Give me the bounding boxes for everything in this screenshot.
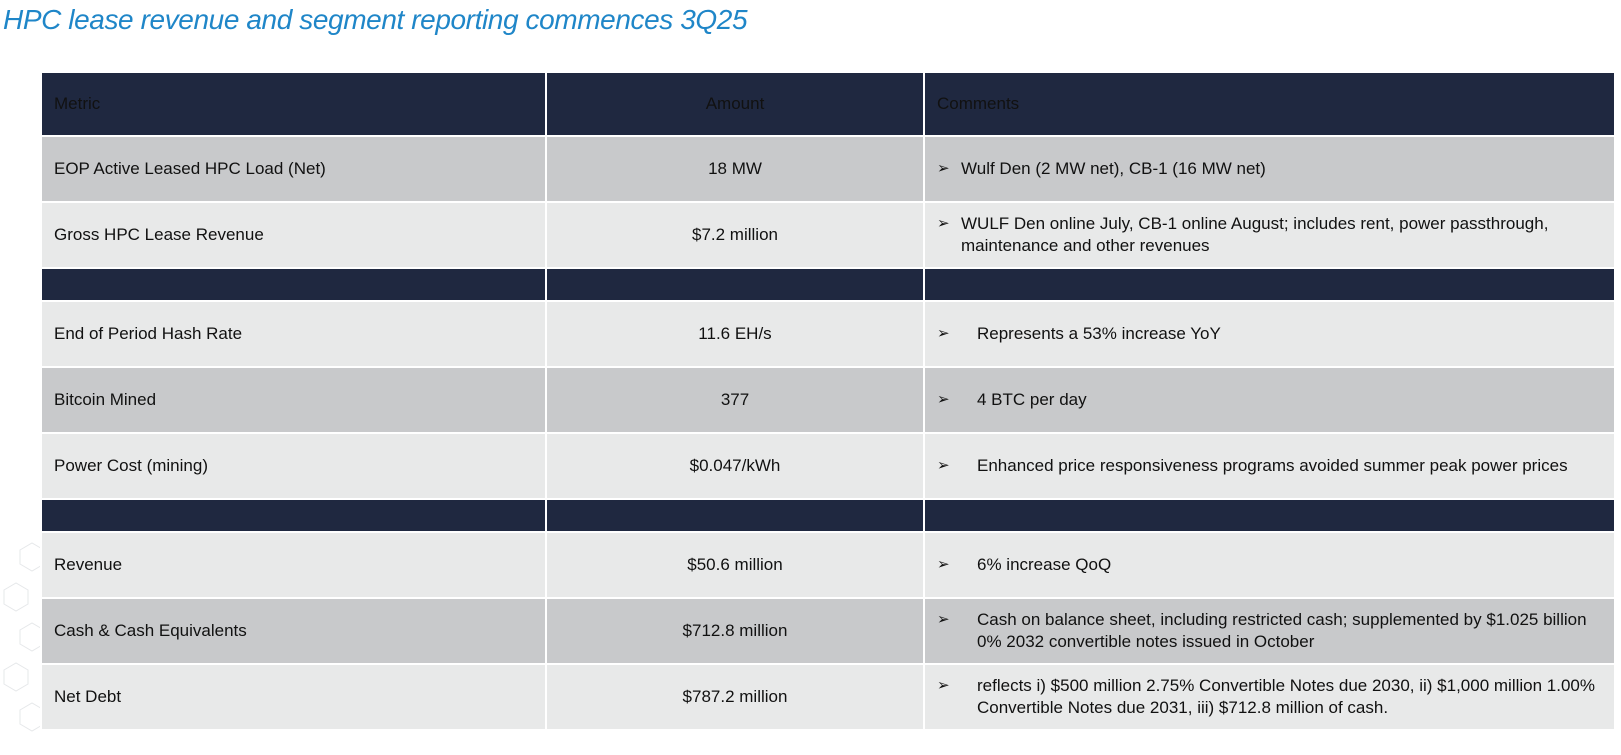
metrics-table: Metric Amount Comments EOP Active Leased…: [40, 71, 1616, 731]
table-row: Net Debt $787.2 million ➢ reflects i) $50…: [40, 663, 1616, 731]
metric-cell: EOP Active Leased HPC Load (Net): [40, 135, 547, 203]
comment-cell: ➢ Cash on balance sheet, including restri…: [923, 597, 1616, 665]
amount-cell: $712.8 million: [545, 597, 925, 665]
metric-cell: Bitcoin Mined: [40, 366, 547, 434]
metric-cell: Cash & Cash Equivalents: [40, 597, 547, 665]
comment-cell: ➢ Wulf Den (2 MW net), CB-1 (16 MW net): [923, 135, 1616, 203]
header-amount: Amount: [545, 71, 925, 137]
table-row: Power Cost (mining) $0.047/kWh ➢ Enhanced…: [40, 432, 1616, 500]
comment-cell: ➢ 6% increase QoQ: [923, 531, 1616, 599]
amount-cell: $7.2 million: [545, 201, 925, 269]
arrow-bullet-icon: ➢: [937, 556, 950, 573]
metric-cell: Revenue: [40, 531, 547, 599]
metric-cell: Power Cost (mining): [40, 432, 547, 500]
header-metric: Metric: [40, 71, 547, 137]
table-row: Revenue $50.6 million ➢ 6% increase QoQ: [40, 531, 1616, 599]
arrow-bullet-icon: ➢: [937, 457, 950, 474]
arrow-bullet-icon: ➢: [937, 611, 950, 628]
comment-text: WULF Den online July, CB-1 online August…: [961, 214, 1549, 255]
comment-text: reflects i) $500 million 2.75% Convertib…: [977, 676, 1596, 717]
metric-cell: Net Debt: [40, 663, 547, 731]
amount-cell: $787.2 million: [545, 663, 925, 731]
comment-cell: ➢ Enhanced price responsiveness programs …: [923, 432, 1616, 500]
arrow-bullet-icon: ➢: [937, 325, 950, 342]
section-separator: [40, 267, 1616, 302]
comment-text: 4 BTC per day: [977, 390, 1087, 409]
section-separator: [40, 498, 1616, 533]
table-row: Gross HPC Lease Revenue $7.2 million ➢ WU…: [40, 201, 1616, 269]
comment-text: Enhanced price responsiveness programs a…: [977, 456, 1568, 475]
table-row: Bitcoin Mined 377 ➢ 4 BTC per day: [40, 366, 1616, 434]
arrow-bullet-icon: ➢: [937, 160, 950, 177]
comment-text: Wulf Den (2 MW net), CB-1 (16 MW net): [961, 159, 1266, 178]
arrow-bullet-icon: ➢: [937, 215, 950, 232]
amount-cell: 11.6 EH/s: [545, 300, 925, 368]
comment-cell: ➢ Represents a 53% increase YoY: [923, 300, 1616, 368]
amount-cell: 18 MW: [545, 135, 925, 203]
page-title: HPC lease revenue and segment reporting …: [3, 4, 748, 35]
table-header-row: Metric Amount Comments: [40, 71, 1616, 137]
comment-cell: ➢ 4 BTC per day: [923, 366, 1616, 434]
metric-cell: Gross HPC Lease Revenue: [40, 201, 547, 269]
comment-text: Represents a 53% increase YoY: [977, 324, 1221, 343]
table-row: End of Period Hash Rate 11.6 EH/s ➢ Repre…: [40, 300, 1616, 368]
arrow-bullet-icon: ➢: [937, 677, 950, 694]
table-row: EOP Active Leased HPC Load (Net) 18 MW ➢…: [40, 135, 1616, 203]
amount-cell: $0.047/kWh: [545, 432, 925, 500]
table-row: Cash & Cash Equivalents $712.8 million ➢…: [40, 597, 1616, 665]
comment-cell: ➢ reflects i) $500 million 2.75% Converti…: [923, 663, 1616, 731]
arrow-bullet-icon: ➢: [937, 391, 950, 408]
header-comments: Comments: [923, 71, 1616, 137]
comment-text: 6% increase QoQ: [977, 555, 1112, 574]
comment-cell: ➢ WULF Den online July, CB-1 online Augus…: [923, 201, 1616, 269]
amount-cell: 377: [545, 366, 925, 434]
amount-cell: $50.6 million: [545, 531, 925, 599]
comment-text: Cash on balance sheet, including restric…: [977, 610, 1587, 651]
metric-cell: End of Period Hash Rate: [40, 300, 547, 368]
